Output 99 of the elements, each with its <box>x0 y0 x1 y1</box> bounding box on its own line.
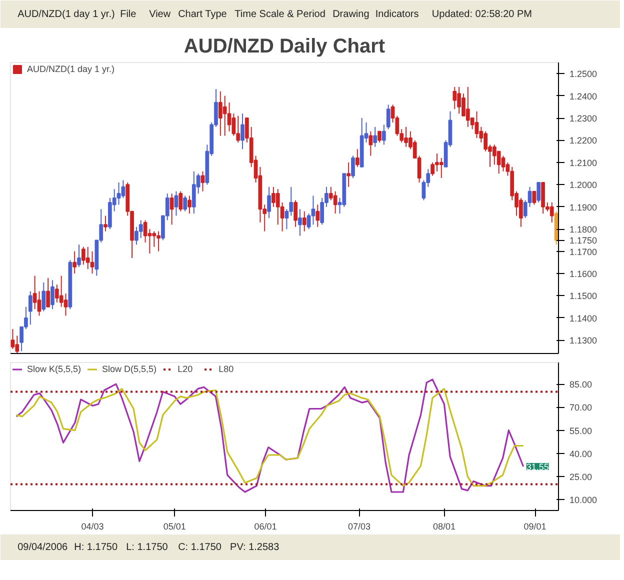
candlestick <box>188 195 192 214</box>
candlestick <box>439 158 444 179</box>
candlestick <box>355 148 360 168</box>
text: Drawing <box>332 9 370 20</box>
candlestick <box>474 110 479 139</box>
candlestick <box>386 104 390 130</box>
candlestick <box>46 277 50 308</box>
candlestick <box>10 328 15 350</box>
y-tick-label: 1.1500 <box>570 291 598 302</box>
text: H: 1.1750 <box>74 542 118 553</box>
candlestick <box>90 250 94 274</box>
candlestick <box>183 195 187 212</box>
y-tick-label: 1.2100 <box>570 158 598 168</box>
x-tick-label: 09/01 <box>524 522 546 532</box>
candlestick <box>373 126 378 148</box>
candlestick <box>346 162 351 188</box>
text: Updated: 02:58:20 PM <box>432 9 532 20</box>
candlestick <box>104 215 108 232</box>
candlestick <box>15 335 20 354</box>
y-tick-label: 70.00 <box>570 402 592 413</box>
candlestick <box>138 220 143 238</box>
x-tick-label: 05/01 <box>163 522 186 532</box>
candlestick <box>496 150 501 174</box>
y-tick-label: 55.00 <box>570 426 592 436</box>
candlestick <box>86 246 90 270</box>
candlestick <box>550 202 554 223</box>
y-tick-label: 1.2500 <box>570 69 598 80</box>
candlestick <box>532 190 536 206</box>
candlestick <box>174 190 178 216</box>
y-tick-label: 1.1800 <box>570 224 598 235</box>
candlestick <box>64 293 68 316</box>
candlestick <box>32 275 37 310</box>
x-tick-label: 07/03 <box>348 522 370 532</box>
candlestick <box>267 186 271 218</box>
y-tick-label: 1.1750 <box>570 236 598 246</box>
candlestick <box>170 193 174 226</box>
text: C: 1.1750 <box>178 542 222 553</box>
y-tick-label: 1.1600 <box>570 269 598 280</box>
y-tick-label: 85.00 <box>570 380 592 390</box>
text: 09/04/2006 <box>18 542 68 553</box>
candlestick <box>316 204 320 228</box>
candlestick <box>298 208 302 236</box>
candlestick <box>121 180 126 199</box>
chart-title: AUD/NZD Daily Chart <box>184 36 386 58</box>
candlestick <box>276 188 280 226</box>
candlestick <box>289 186 294 216</box>
text: AUD/NZD(1 day 1 yr.) <box>18 9 115 20</box>
legend-label: AUD/NZD(1 day 1 yr.) <box>27 64 115 74</box>
legend-label: L20 <box>178 364 194 374</box>
candlestick <box>77 244 81 268</box>
candlestick <box>222 95 227 136</box>
y-tick-label: 1.1900 <box>570 202 598 212</box>
candlestick <box>178 190 183 212</box>
candlestick <box>152 230 156 248</box>
candlestick <box>42 282 46 312</box>
text: Indicators <box>375 9 419 20</box>
legend-label: L80 <box>218 364 235 374</box>
y-tick-label: 1.1700 <box>570 246 598 257</box>
candlestick <box>28 290 32 326</box>
y-tick-label: 1.2400 <box>570 91 598 102</box>
y-tick-label: 1.1300 <box>570 336 598 346</box>
annotation: 31.55 <box>526 462 549 472</box>
text: View <box>149 9 172 20</box>
candlestick <box>452 86 457 110</box>
y-tick-label: 10.000 <box>570 495 598 506</box>
candlestick <box>116 182 121 206</box>
candlestick <box>302 210 306 232</box>
candlestick <box>50 280 54 310</box>
legend-label: Slow K(5,5,5) <box>27 364 82 374</box>
candlestick <box>143 220 148 243</box>
y-tick-label: 25.00 <box>570 472 592 482</box>
candlestick <box>200 170 205 192</box>
candlestick <box>378 130 382 143</box>
y-tick-label: 1.2000 <box>570 180 598 190</box>
candlestick <box>37 290 42 316</box>
candlestick <box>72 250 77 274</box>
legend-label: Slow D(5,5,5) <box>102 364 157 374</box>
y-tick-label: 40.00 <box>570 448 592 459</box>
y-tick-label: 1.2300 <box>570 114 598 124</box>
x-tick-label: 04/03 <box>81 522 104 532</box>
text: PV: 1.2583 <box>230 542 280 553</box>
x-tick-label: 06/01 <box>254 522 277 532</box>
candlestick <box>227 102 232 132</box>
candlestick <box>333 190 338 214</box>
candlestick <box>294 200 298 228</box>
text: Time Scale & Period <box>234 9 326 20</box>
candlestick <box>311 195 316 226</box>
text: File <box>120 9 137 20</box>
candlestick <box>536 182 541 203</box>
candlestick <box>351 155 355 179</box>
y-tick-label: 1.2200 <box>570 136 598 146</box>
text: L: 1.1750 <box>126 542 168 553</box>
x-tick-label: 08/01 <box>432 522 456 532</box>
candlestick <box>382 124 386 146</box>
candlestick <box>501 155 506 172</box>
candlestick <box>368 130 373 156</box>
text: Chart Type <box>178 9 228 20</box>
candlestick <box>240 113 244 150</box>
y-tick-label: 1.1400 <box>570 313 598 324</box>
